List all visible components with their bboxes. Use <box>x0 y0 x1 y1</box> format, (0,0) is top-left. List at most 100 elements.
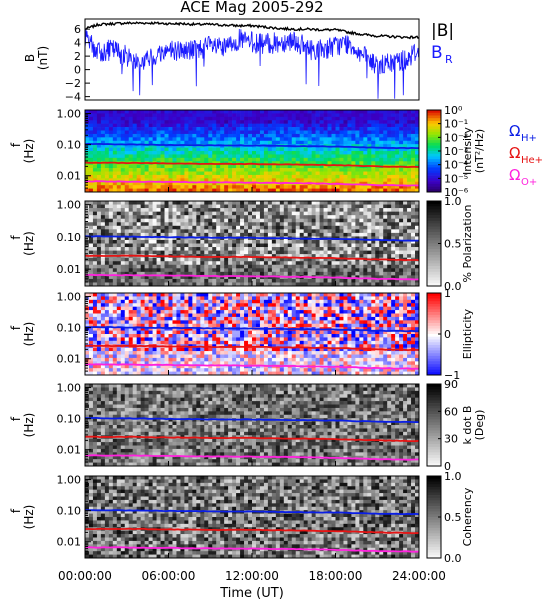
spectrogram-cell <box>192 147 197 152</box>
spectrogram-cell <box>403 236 408 241</box>
spectrogram-cell <box>108 320 114 325</box>
spectrogram-cell <box>343 204 348 209</box>
spectrogram-cell <box>168 268 173 273</box>
spectrogram-cell <box>339 232 344 237</box>
spectrogram-cell <box>283 264 289 269</box>
spectrogram-cell <box>335 174 340 179</box>
spectrogram-cell <box>148 116 153 121</box>
spectrogram-cell <box>204 275 209 280</box>
spectrogram-cell <box>92 261 98 266</box>
spectrogram-cell <box>232 110 237 114</box>
spectrogram-cell <box>152 361 157 366</box>
spectrogram-cell <box>136 351 141 355</box>
spectrogram-cell <box>160 271 165 276</box>
spectrogram-cell <box>116 239 122 244</box>
spectrogram-cell <box>136 164 141 169</box>
spectrogram-cell <box>208 171 213 176</box>
spectrogram-cell <box>403 271 408 276</box>
spectrogram-cell <box>216 133 221 138</box>
spectrogram-cell <box>152 282 157 287</box>
spectrogram-cell <box>136 120 141 124</box>
spectrogram-cell <box>327 264 332 269</box>
spectrogram-cell <box>299 254 304 258</box>
spectrogram-cell <box>208 347 213 352</box>
spectrogram-cell <box>100 261 106 266</box>
spectrogram-cell <box>347 208 352 212</box>
spectrogram-cell <box>124 208 130 212</box>
spectrogram-cell <box>379 154 384 159</box>
spectrogram-cell <box>188 264 193 269</box>
spectrogram-cell <box>395 154 400 159</box>
spectrogram-cell <box>275 204 281 209</box>
spectrogram-cell <box>240 181 245 186</box>
spectrogram-cell <box>100 303 106 307</box>
spectrogram-cell <box>168 147 173 152</box>
spectrogram-cell <box>307 137 312 142</box>
spectrogram-cell <box>347 123 352 128</box>
spectrogram-cell <box>160 174 165 179</box>
spectrogram-cell <box>100 334 106 338</box>
spectrogram-cell <box>339 282 344 287</box>
spectrogram-cell <box>208 368 213 372</box>
spectrogram-cell <box>120 361 126 366</box>
spectrogram-cell <box>411 188 416 193</box>
spectrogram-cell <box>192 178 197 183</box>
spectrogram-cell <box>236 229 241 234</box>
spectrogram-cell <box>315 171 320 176</box>
spectrogram-cell <box>407 278 412 283</box>
spectrogram-cell <box>168 347 173 352</box>
spectrogram-cell <box>367 239 372 244</box>
spectrogram-cell <box>291 157 297 162</box>
spectrogram-cell <box>196 264 201 269</box>
spectrogram-cell <box>299 229 304 234</box>
spectrogram-cell <box>295 204 301 209</box>
spectrogram-cell <box>96 271 102 276</box>
spectrogram-cell <box>327 164 332 169</box>
spectrogram-cell <box>244 116 249 121</box>
spectrogram-cell <box>104 120 110 124</box>
spectrogram-cell <box>148 330 153 335</box>
spectrogram-cell <box>160 215 165 220</box>
spectrogram-cell <box>156 282 161 287</box>
spectrogram-cell <box>228 229 233 234</box>
y-tick-label: 2 <box>74 50 81 63</box>
spectrogram-cell <box>339 151 344 155</box>
spectrogram-cell <box>160 264 165 269</box>
spectrogram-cell <box>220 113 225 118</box>
spectrogram-cell <box>116 354 122 359</box>
spectrogram-cell <box>311 250 316 255</box>
spectrogram-cell <box>299 130 304 135</box>
spectrogram-cell <box>271 229 277 234</box>
spectrogram-cell <box>188 174 193 179</box>
spectrogram-cell <box>244 113 249 118</box>
spectrogram-cell <box>323 147 328 152</box>
spectrogram-cell <box>240 123 245 128</box>
spectrogram-cell <box>271 261 277 266</box>
spectrogram-cell <box>132 171 137 176</box>
spectrogram-cell <box>124 293 130 297</box>
spectrogram-cell <box>184 368 189 372</box>
spectrogram-cell <box>395 250 400 255</box>
spectrogram-cell <box>184 327 189 331</box>
spectrogram-cell <box>391 137 396 142</box>
spectrogram-cell <box>236 110 241 114</box>
spectrogram-cell <box>319 147 324 152</box>
spectrogram-cell <box>371 261 376 266</box>
spectrogram-cell <box>208 357 213 362</box>
spectrogram-cell <box>415 130 420 135</box>
spectrogram-cell <box>383 120 388 124</box>
spectrogram-cell <box>180 330 185 335</box>
spectrogram-cell <box>176 208 181 212</box>
spectrogram-cell <box>347 188 352 193</box>
spectrogram-cell <box>367 140 372 145</box>
spectrogram-cell <box>156 357 161 362</box>
spectrogram-cell <box>152 354 157 359</box>
spectrogram-cell <box>156 361 161 366</box>
spectrogram-cell <box>184 113 189 118</box>
spectrogram-cell <box>112 293 118 297</box>
spectrogram-cell <box>224 239 229 244</box>
spectrogram-cell <box>120 268 126 273</box>
spectrogram-cell <box>327 204 332 209</box>
spectrogram-cell <box>112 278 118 283</box>
